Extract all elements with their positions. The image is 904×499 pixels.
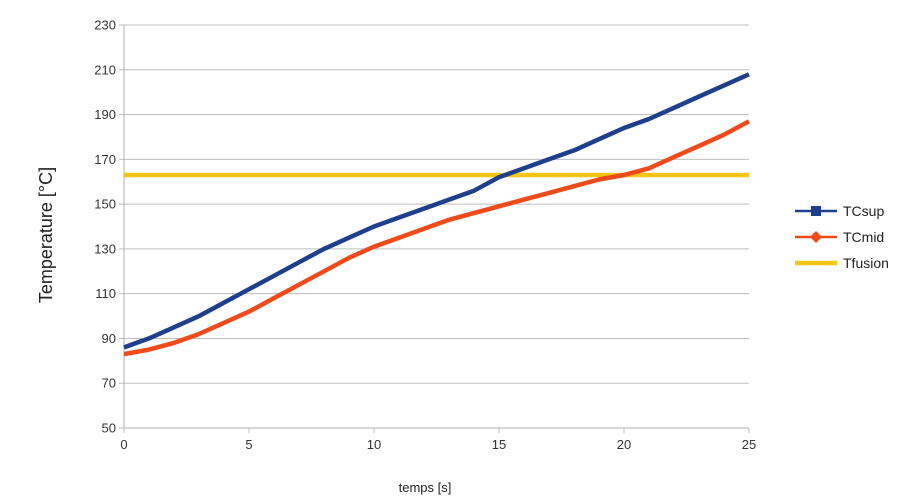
y-tick-label: 150: [94, 197, 116, 212]
y-tick-label: 190: [94, 107, 116, 122]
y-tick-label: 170: [94, 152, 116, 167]
x-tick-label: 0: [120, 437, 127, 452]
legend: TCsup TCmid Tfusion: [795, 203, 889, 271]
legend-marker-square: [811, 206, 821, 216]
x-tick-label: 15: [492, 437, 506, 452]
axes: [119, 24, 750, 433]
y-tick-label: 50: [102, 421, 116, 436]
y-tick-label: 230: [94, 18, 116, 33]
x-tick-label: 20: [617, 437, 631, 452]
legend-marker-diamond: [810, 231, 822, 243]
y-tick-label: 110: [95, 286, 116, 301]
legend-item-tcsup: TCsup: [795, 203, 884, 219]
y-tick-label: 70: [102, 376, 116, 391]
legend-item-tcmid: TCmid: [795, 229, 884, 245]
legend-label: Tfusion: [843, 255, 889, 271]
legend-label: TCsup: [843, 203, 884, 219]
legend-label: TCmid: [843, 229, 884, 245]
tick-labels: 50 70 90 110 130 150 170 190 210 230 0 5 10 15 20 25: [94, 18, 756, 453]
legend-item-tfusion: Tfusion: [795, 255, 889, 271]
x-axis-title: temps [s]: [399, 480, 452, 495]
x-tick-label: 10: [367, 437, 381, 452]
y-tick-label: 210: [94, 62, 116, 77]
y-tick-label: 130: [94, 241, 116, 256]
x-tick-label: 5: [245, 437, 252, 452]
series-line-tcmid: [123, 119, 751, 357]
series-line-tcsup: [123, 72, 750, 350]
series-group: [123, 72, 751, 357]
y-axis-title: Temperature [°C]: [36, 167, 56, 303]
x-tick-label: 25: [742, 437, 756, 452]
y-tick-label: 90: [102, 331, 116, 346]
